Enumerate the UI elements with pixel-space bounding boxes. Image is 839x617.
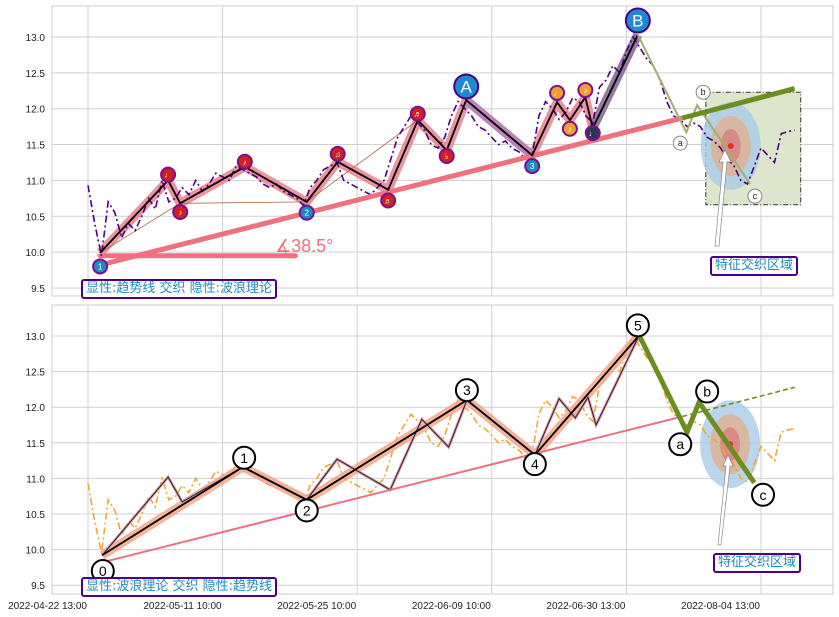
wave-label: 1: [240, 450, 248, 466]
y-tick-label: 11.5: [26, 141, 45, 152]
wave-big-marker: [453, 73, 480, 100]
y-tick-label: 10.5: [26, 212, 46, 223]
wave-marker-glyph: ♪: [583, 86, 587, 95]
x-tick-label: 2022-06-09 10:00: [412, 601, 491, 612]
wave-marker-glyph: ♬: [384, 196, 392, 205]
wave-marker: [584, 125, 601, 142]
wave-marker-glyph: ♫: [335, 150, 341, 159]
correction-label: c: [753, 191, 758, 201]
wave-marker-glyph: ♪: [178, 208, 182, 217]
wave-marker-glyph: ♩: [589, 129, 597, 138]
zone-label-top: 特征交织区域: [710, 256, 799, 276]
wave-marker: [577, 82, 594, 99]
panel-top: 9.5 10.0 10.5 11.0 11.5 12.0 12.5 13.0 1 ♩ ♪ ♪ 2 ♫ ♬ ♬ ♭…: [26, 5, 834, 297]
zone-arrow: [717, 454, 734, 546]
wave-marker: [549, 84, 566, 101]
wave-marker-glyph: 3: [530, 162, 535, 171]
wave-marker-glyph: 1: [98, 262, 103, 271]
correction-label: a: [678, 138, 683, 148]
correction-marker: [747, 188, 763, 204]
wave-marker-glyph: ♬: [414, 110, 422, 119]
wave-marker-glyph: ♪: [243, 158, 247, 167]
wave-marker: [438, 148, 455, 165]
y-tick-label: 12.0: [26, 403, 46, 414]
wave-line: [99, 34, 639, 254]
wave-label-circle: [454, 378, 479, 403]
wave-marker: [298, 204, 315, 221]
wave-label-circle: [625, 313, 650, 338]
panel-bottom: 9.5 10.0 10.5 11.0 11.5 12.0 12.5 13.0 0 1 2 3 4 5 a b c…: [8, 304, 834, 612]
wave-marker: [92, 258, 109, 275]
wave-big-label: B: [632, 12, 643, 31]
angle-label: ∡38.5°: [275, 236, 333, 256]
wave-marker: [380, 192, 397, 209]
x-tick-label: 2022-04-22 13:00: [8, 601, 87, 612]
wave-marker-glyph: 2: [304, 209, 309, 218]
correction-marker: [695, 84, 711, 100]
wave-label: 4: [531, 456, 539, 472]
wave-marker: [236, 153, 253, 170]
wave-label: c: [760, 487, 767, 503]
x-tick-label: 2022-05-25 10:00: [277, 601, 356, 612]
x-tick-label: 2022-06-30 13:00: [546, 601, 625, 612]
wave-marker: [561, 120, 578, 137]
wave-label-circle: [294, 498, 319, 523]
y-tick-label: 10.0: [26, 248, 46, 259]
y-tick-label: 10.5: [26, 510, 46, 521]
wave-label: a: [676, 436, 684, 452]
wave-marker: [160, 166, 177, 183]
wave-label: 3: [463, 382, 471, 398]
wave-label: 2: [303, 502, 311, 518]
wave-marker-glyph: ♪: [568, 125, 572, 134]
correction-line: [636, 334, 757, 485]
wave-marker: [329, 145, 346, 162]
wave-label-circle: [232, 445, 257, 470]
y-tick-label: 12.5: [26, 69, 46, 80]
wave-big-label: A: [461, 77, 473, 96]
wave-channel-thin: [99, 119, 419, 254]
wave-label: b: [703, 384, 711, 400]
y-tick-label: 12.0: [26, 105, 46, 116]
wave-marker-glyph: ♭: [445, 152, 449, 161]
x-tick-label: 2022-08-04 13:00: [681, 601, 760, 612]
wave-marker-glyph: ♩: [553, 89, 561, 98]
x-tick-label: 2022-05-11 10:00: [143, 601, 222, 612]
correction-label: b: [701, 87, 706, 97]
legend-box-top: 显性:趋势线 交织 隐性:波浪理论: [81, 279, 278, 299]
wave-big-marker: [624, 7, 651, 34]
subwave-line: [101, 335, 640, 556]
correction-line: [636, 34, 752, 185]
wave-label-circle: [522, 452, 547, 477]
wave-label-circle: [668, 432, 693, 457]
wave-marker-glyph: ♩: [164, 171, 172, 180]
trend-line: [99, 115, 683, 268]
wave-marker: [524, 158, 541, 175]
y-tick-label: 9.5: [31, 581, 45, 592]
zone-arrow: [714, 149, 732, 247]
wave-marker: [172, 203, 189, 220]
correction-marker: [672, 135, 688, 151]
y-tick-label: 11.0: [26, 474, 45, 485]
y-tick-label: 13.0: [26, 33, 46, 44]
y-tick-label: 11.0: [26, 176, 45, 187]
wave-label: 5: [634, 317, 642, 333]
wave-line: [101, 334, 640, 557]
trend-line: [101, 415, 683, 564]
zone-label-bottom: 特征交织区域: [713, 553, 802, 573]
wave-label-circle: [751, 482, 776, 507]
y-tick-label: 11.5: [26, 439, 45, 450]
y-tick-label: 12.5: [26, 368, 46, 379]
trend-extension: [681, 86, 796, 121]
wave-label: 0: [99, 563, 107, 579]
zone-center-dot: [727, 142, 734, 149]
y-tick-label: 9.5: [31, 284, 45, 295]
y-tick-label: 13.0: [26, 332, 46, 343]
y-tick-label: 10.0: [26, 546, 46, 557]
wave-label-circle: [695, 379, 720, 404]
trend-extension: [682, 386, 795, 418]
legend-box-bottom: 显性:波浪理论 交织 隐性:趋势线: [81, 577, 278, 597]
wave-marker: [409, 105, 426, 122]
